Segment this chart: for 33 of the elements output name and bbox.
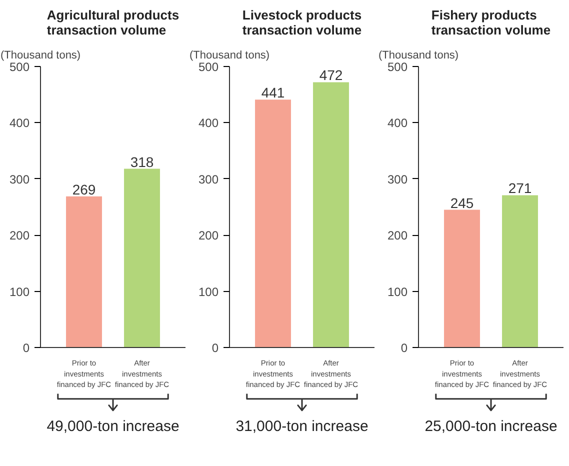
y-axis-title: (Thousand tons) <box>190 50 270 62</box>
y-tick-label: 300 <box>198 172 219 186</box>
y-tick-label: 300 <box>9 172 30 186</box>
data-label: 271 <box>508 180 532 196</box>
data-label: 269 <box>72 181 96 198</box>
y-axis-title: (Thousand tons) <box>0 50 81 62</box>
data-label: 245 <box>450 194 474 211</box>
y-tick-label: 400 <box>387 116 408 130</box>
y-tick-label: 0 <box>400 341 408 355</box>
y-tick-label: 100 <box>198 284 219 299</box>
chart-title: Agricultural products transaction volume <box>46 8 180 38</box>
y-tick-label: 100 <box>9 284 30 299</box>
y-tick-label: 300 <box>387 172 408 186</box>
y-tick-label: 0 <box>22 341 30 355</box>
y-tick-label: 200 <box>9 228 30 243</box>
y-axis-title: (Thousand tons) <box>378 50 459 62</box>
text: 25,000-ton increase <box>424 418 558 436</box>
data-label: 441 <box>261 84 285 101</box>
y-tick-label: 400 <box>198 116 219 130</box>
chart-title: Fishery products transaction volume <box>431 8 551 38</box>
y-tick-label: 100 <box>387 284 408 299</box>
y-tick-label: 400 <box>9 116 30 130</box>
y-tick-label: 200 <box>198 228 219 243</box>
y-tick-label: 0 <box>212 341 219 355</box>
data-label: 472 <box>319 67 343 84</box>
y-tick-label: 200 <box>387 228 408 243</box>
y-tick-label: 500 <box>198 60 219 74</box>
text: 31,000-ton increase <box>236 418 368 436</box>
chart-title: Livestock products transaction volume <box>242 8 362 38</box>
y-tick-label: 500 <box>9 60 30 74</box>
text: 49,000-ton increase <box>46 418 180 436</box>
y-tick-label: 500 <box>387 60 408 74</box>
data-label: 318 <box>130 154 154 170</box>
